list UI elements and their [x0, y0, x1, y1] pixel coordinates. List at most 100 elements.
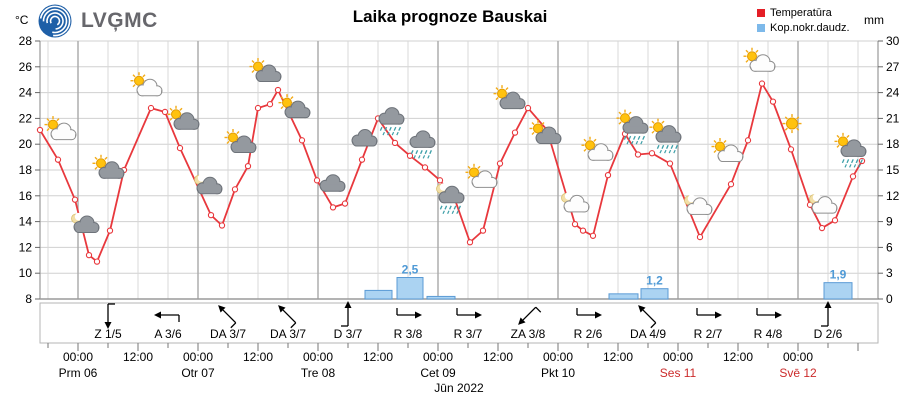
sun-gcloud-icon: [167, 105, 200, 130]
chart-shape: [628, 135, 632, 140]
month-label: Jūn 2022: [434, 381, 484, 395]
chart-shape: [469, 167, 479, 178]
chart-shape: [398, 126, 401, 131]
temperature-marker: [85, 251, 93, 259]
chart-shape: [747, 51, 757, 62]
chart-shape: [564, 192, 573, 200]
day-label: Cet 09: [420, 366, 456, 380]
chart-shape: [668, 149, 672, 154]
y-right-tick-label: 0: [886, 292, 893, 306]
chart-shape: [451, 210, 455, 215]
temperature-marker: [341, 200, 349, 207]
wind-arrow-DA: [218, 305, 237, 329]
chart-shape: [651, 130, 655, 134]
chart-shape: [384, 126, 388, 131]
wind-arrow-Z: [104, 303, 115, 329]
wind-label: A 3/6: [154, 327, 182, 341]
chart-shape: [222, 309, 237, 324]
chart-shape: [179, 107, 183, 111]
chart-shape: [447, 210, 450, 215]
chart-shape: [52, 133, 75, 139]
chart-shape: [393, 126, 397, 131]
chart-shape: [415, 311, 422, 319]
chart-shape: [344, 301, 352, 308]
temperature-marker: [511, 129, 519, 136]
y-right-tick-label: 27: [886, 60, 900, 74]
wind-arrow-DA: [278, 305, 297, 329]
chart-shape: [218, 305, 226, 313]
chart-shape: [449, 205, 452, 210]
time-tick-label: 12:00: [243, 350, 273, 364]
legend: Temperatūra Kop.nokr.daudz.: [757, 5, 850, 35]
temperature-marker: [266, 101, 274, 108]
sun-icon: [782, 114, 802, 134]
chart-shape: [439, 183, 448, 191]
chart-shape: [657, 135, 680, 142]
temperature-marker: [176, 144, 184, 152]
chart-shape: [138, 89, 161, 96]
chart-shape: [46, 118, 50, 122]
temperature-marker: [406, 152, 414, 159]
chart-shape: [456, 210, 459, 215]
chart-shape: [39, 302, 879, 344]
chart-shape: [427, 155, 430, 159]
chart-shape: [415, 150, 419, 155]
chart-shape: [715, 311, 722, 319]
day-label: Ses 11: [660, 366, 697, 380]
chart-shape: [290, 322, 297, 329]
chart-shape: [282, 97, 292, 108]
chart-shape: [261, 60, 265, 64]
unit-mm-label: mm: [864, 13, 884, 27]
wind-label: R 3/7: [454, 327, 483, 341]
chart-shape: [379, 126, 383, 131]
wind-label: ZA 3/8: [511, 327, 546, 341]
wind-label: DA 3/7: [270, 327, 306, 341]
wind-label: R 3/8: [394, 327, 423, 341]
day-label: Otr 07: [181, 366, 215, 380]
chart-shape: [620, 113, 630, 124]
chart-shape: [380, 117, 403, 124]
moon-cloud-icon: [809, 193, 838, 214]
wind-arrow-R: [456, 308, 482, 319]
chart-shape: [134, 75, 144, 86]
y-right-tick-label: 15: [886, 163, 900, 177]
temperature-marker: [524, 104, 532, 112]
chart-shape: [631, 140, 634, 145]
legend-item-temperature: Temperatūra: [757, 5, 850, 20]
temperature-marker: [579, 227, 587, 234]
temperature-marker: [421, 164, 429, 171]
chart-shape: [858, 164, 861, 168]
wind-label: DA 3/7: [210, 327, 246, 341]
chart-shape: [673, 149, 676, 154]
chart-shape: [387, 131, 390, 136]
chart-shape: [836, 134, 840, 138]
time-tick-label: 12:00: [723, 350, 753, 364]
chart-shape: [142, 74, 146, 78]
chart-shape: [175, 122, 198, 129]
chart-shape: [628, 111, 632, 115]
chart-shape: [796, 127, 800, 131]
chart-shape: [849, 164, 852, 168]
chart-shape: [715, 141, 725, 152]
chart-shape: [132, 84, 136, 88]
precip-bar-label: 1,2: [646, 274, 663, 288]
chart-shape: [751, 64, 774, 71]
chart-shape: [169, 117, 173, 121]
chart-shape: [439, 205, 443, 210]
chart-shape: [280, 96, 284, 100]
temperature-marker: [769, 98, 777, 105]
day-label: Prm 06: [59, 366, 98, 380]
chart-shape: [618, 121, 622, 125]
chart-shape: [719, 155, 742, 161]
chart-shape: [784, 127, 788, 131]
chart-shape: [467, 175, 471, 179]
precip-bar: [640, 288, 669, 300]
moon-cloud-icon: [561, 192, 590, 213]
chart-shape: [497, 88, 507, 99]
day-label: Svē 12: [779, 366, 817, 380]
chart-shape: [257, 75, 280, 81]
chart-shape: [860, 159, 863, 164]
chart-shape: [353, 139, 376, 146]
chart-shape: [253, 61, 263, 72]
temperature-marker: [71, 196, 79, 203]
